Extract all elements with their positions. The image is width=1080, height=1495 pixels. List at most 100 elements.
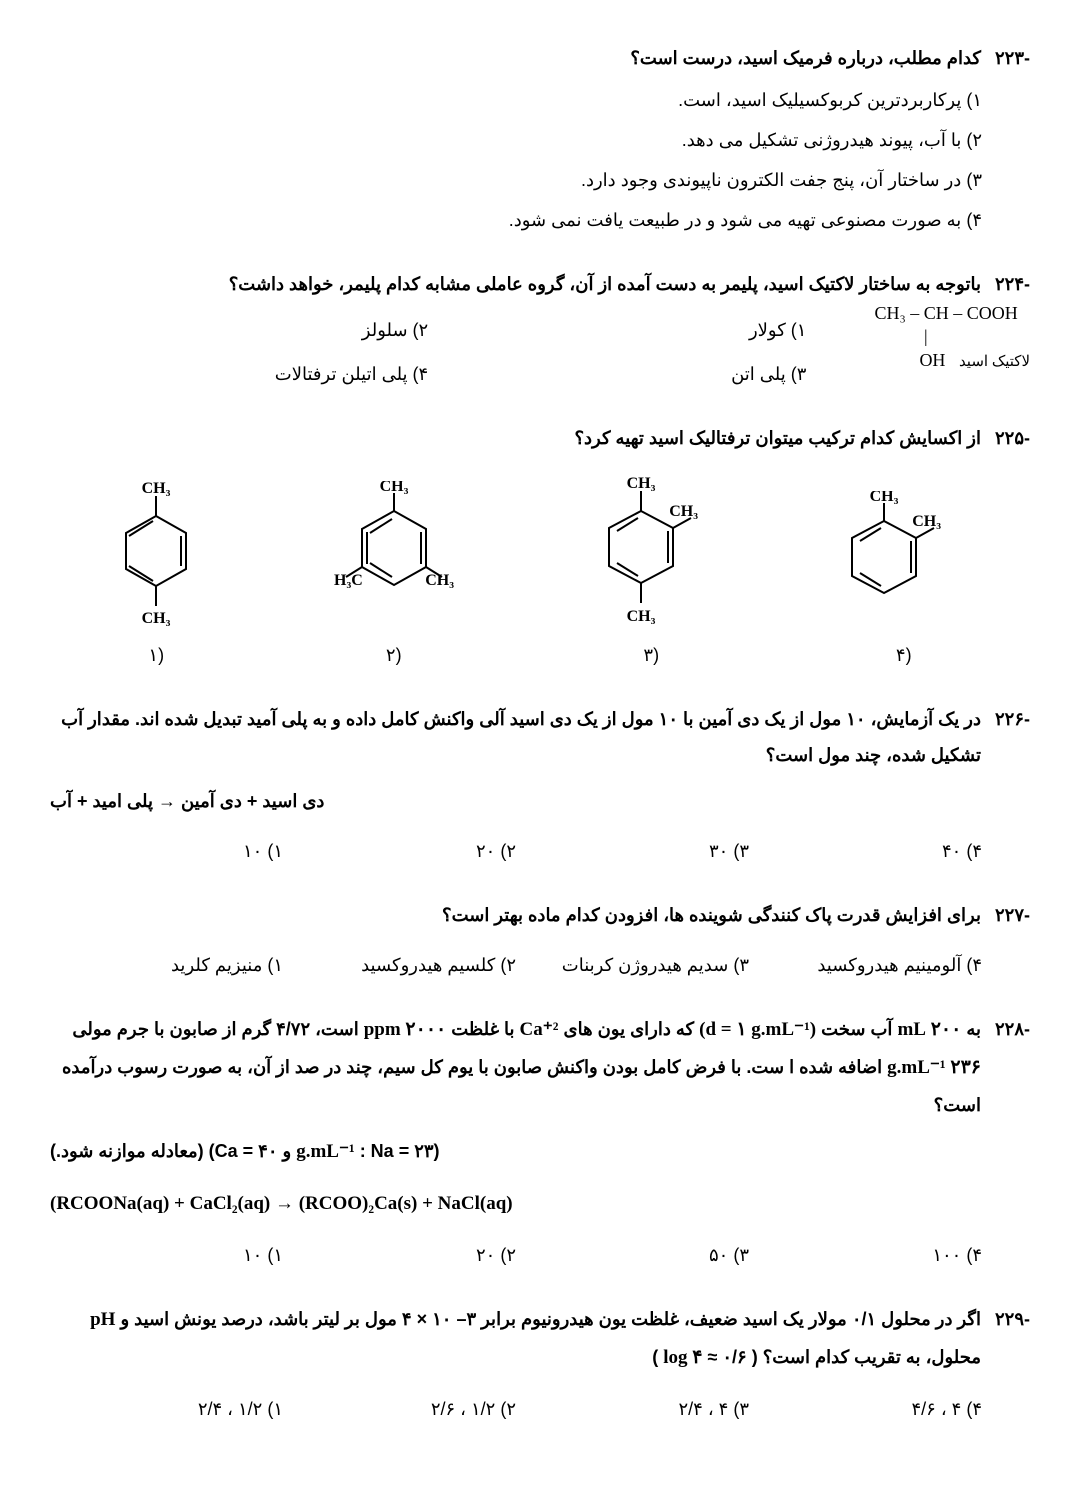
q229-header: -۲۲۹ اگر در محلول ۰/۱ مولار یک اسید ضعیف… [50, 1301, 1030, 1377]
svg-text:CH₃: CH₃ [869, 491, 898, 505]
q226-opt2: ۲) ۲۰ [283, 833, 516, 869]
q228-molar: ۲۳۶ g.mL⁻¹ [887, 1057, 981, 1078]
question-226: -۲۲۶ در یک آزمایش، ۱۰ مول از یک دی آمین … [50, 701, 1030, 869]
q223-opt2: ۲) با آب، پیوند هیدروژنی تشکیل می دهد. [50, 122, 982, 158]
svg-text:CH₃: CH₃ [142, 610, 171, 627]
q223-opt3: ۳) در ساختار آن، پنج جفت الکترون ناپیوند… [50, 162, 982, 198]
q229-opt1: ۱) ۱/۲ ، ۲/۴ [50, 1391, 283, 1427]
question-223: -۲۲۳ کدام مطلب، درباره فرمیک اسید، درست … [50, 40, 1030, 238]
q224-opt4: ۴) پلی اتیلن ترفتالات [50, 356, 428, 392]
molecule-3: CH₃ CH₃ CH₃ (۳ [576, 476, 726, 673]
q223-options: ۱) پرکاربردترین کربوکسیلیک اسید، است. ۲)… [50, 82, 982, 238]
q227-header: -۲۲۷ برای افزایش قدرت پاک کنندگی شوینده … [50, 897, 1030, 933]
q224-number: -۲۲۴ [995, 266, 1030, 302]
structure-line1: CH₃ – CH – COOH [874, 303, 1017, 323]
q229-number: -۲۲۹ [995, 1301, 1030, 1337]
q225-header: -۲۲۵ از اکسایش کدام ترکیب میتوان ترفتالی… [50, 420, 1030, 456]
mesitylene-icon: CH₃ CH₃ H₃C [314, 481, 474, 631]
q228-p3: که دارای یون های [559, 1019, 700, 1039]
mol1-label: (۱ [101, 637, 211, 673]
q223-opt4: ۴) به صورت مصنوعی تهیه می شود و در طبیعت… [50, 202, 982, 238]
q226-text: در یک آزمایش، ۱۰ مول از یک دی آمین با ۱۰… [50, 701, 981, 773]
q228-dens: (d = ۱ g.mL⁻¹) [699, 1019, 816, 1040]
q228-ion: Ca⁺² [520, 1019, 559, 1040]
svg-text:CH₃: CH₃ [912, 513, 941, 530]
structure-line3: OH [874, 350, 945, 370]
q228-ppm: ppm ۲۰۰۰ [364, 1019, 447, 1040]
svg-text:CH₃: CH₃ [142, 481, 171, 497]
q228-opt3: ۳) ۵۰ [516, 1237, 749, 1273]
q229-opt4: ۴) ۴ ، ۴/۶ [749, 1391, 982, 1427]
structure-label: لاکتیک اسید [959, 353, 1030, 373]
q226-equation: دی اسید + دی آمین → پلی امید + آب [50, 783, 1030, 819]
svg-text:H₃C: H₃C [334, 572, 363, 589]
q226-opt4: ۴) ۴۰ [749, 833, 982, 869]
question-227: -۲۲۷ برای افزایش قدرت پاک کنندگی شوینده … [50, 897, 1030, 983]
q225-number: -۲۲۵ [995, 420, 1030, 456]
svg-text:CH₃: CH₃ [627, 608, 656, 625]
molecule-1: CH₃ CH₃ (۱ [101, 481, 211, 673]
q225-text: از اکسایش کدام ترکیب میتوان ترفتالیک اسی… [50, 420, 981, 456]
q229-ph: pH [90, 1309, 115, 1330]
q229-opt2: ۲) ۱/۲ ، ۲/۶ [283, 1391, 516, 1427]
svg-text:CH₃: CH₃ [425, 572, 454, 589]
q229-p1: اگر در محلول ۰/۱ مولار یک اسید ضعیف، غلظ… [115, 1309, 981, 1329]
q228-header: -۲۲۸ به ۲۰۰ mL آب سخت (d = ۱ g.mL⁻¹) که … [50, 1011, 1030, 1123]
q228-p5: است، ۴/۷۲ گرم از صابون با جرم مولی [72, 1019, 363, 1039]
q223-header: -۲۲۳ کدام مطلب، درباره فرمیک اسید، درست … [50, 40, 1030, 76]
mol4-label: (۴ [829, 637, 979, 673]
q227-opt3: ۳) سدیم هیدروژن کربنات [516, 947, 749, 983]
para-xylene-icon: CH₃ CH₃ [101, 481, 211, 631]
q223-number: -۲۲۳ [995, 40, 1030, 76]
q227-opt1: ۱) منیزیم کلرید [50, 947, 283, 983]
q228-p2: آب سخت [816, 1019, 897, 1039]
q224-options: ۱) کولار ۲) سلولز ۳) پلی اتن ۴) پلی اتیل… [50, 312, 806, 392]
q227-number: -۲۲۷ [995, 897, 1030, 933]
q229-p2: محلول، به تقریب کدام است؟ ( ۰/۶ ≈ [702, 1347, 981, 1367]
q224-opt1: ۱) کولار [428, 312, 806, 348]
q224-opt3: ۳) پلی اتن [428, 356, 806, 392]
q227-text: برای افزایش قدرت پاک کنندگی شوینده ها، ا… [50, 897, 981, 933]
trimethylbenzene-icon: CH₃ CH₃ CH₃ [576, 476, 726, 631]
q227-opt4: ۴) آلومینیم هیدروکسید [749, 947, 982, 983]
question-229: -۲۲۹ اگر در محلول ۰/۱ مولار یک اسید ضعیف… [50, 1301, 1030, 1427]
molecule-2: CH₃ CH₃ H₃C (۲ [314, 481, 474, 673]
q228-opt1: ۱) ۱۰ [50, 1237, 283, 1273]
q229-opt3: ۳) ۴ ، ۲/۴ [516, 1391, 749, 1427]
q225-molecules: CH₃ CH₃ (۱ CH₃ [50, 476, 1030, 673]
q226-opt3: ۳) ۳۰ [516, 833, 749, 869]
mol2-label: (۲ [314, 637, 474, 673]
q228-chem-equation: (RCOONa(aq) + CaCl₂(aq) → (RCOO)₂Ca(s) +… [50, 1185, 1030, 1223]
q228-note-p1: ( [434, 1141, 440, 1161]
q229-log: log ۴ [663, 1347, 702, 1368]
q228-text: به ۲۰۰ mL آب سخت (d = ۱ g.mL⁻¹) که دارای… [50, 1011, 981, 1123]
q228-opt4: ۴) ۱۰۰ [749, 1237, 982, 1273]
q224-text: باتوجه به ساختار لاکتیک اسید، پلیمر به د… [50, 266, 981, 302]
q228-p6: اضافه شده ا ست. با فرض کامل بودن واکنش ص… [62, 1057, 981, 1115]
q224-opt2: ۲) سلولز [50, 312, 428, 348]
q226-number: -۲۲۶ [995, 701, 1030, 737]
q223-text: کدام مطلب، درباره فرمیک اسید، درست است؟ [50, 40, 981, 76]
lactic-acid-structure: CH₃ – CH – COOH | OH لاکتیک اسید [874, 302, 1030, 372]
q227-options: ۱) منیزیم کلرید ۲) کلسیم هیدروکسید ۳) سد… [50, 947, 982, 983]
svg-text:CH₃: CH₃ [669, 503, 698, 520]
q228-p4: با غلظت [446, 1019, 519, 1039]
molecule-4: CH₃ CH₃ (۴ [829, 491, 979, 673]
q228-note: (g.mL⁻¹ : Na = ۲۳ و Ca = ۴۰) (معادله موا… [50, 1133, 1030, 1171]
q228-p1: به [961, 1019, 981, 1039]
q228-ml: ۲۰۰ mL [897, 1019, 961, 1040]
q226-options: ۱) ۱۰ ۲) ۲۰ ۳) ۳۰ ۴) ۴۰ [50, 833, 982, 869]
q228-opt2: ۲) ۲۰ [283, 1237, 516, 1273]
q229-options: ۱) ۱/۲ ، ۲/۴ ۲) ۱/۲ ، ۲/۶ ۳) ۴ ، ۲/۴ ۴) … [50, 1391, 982, 1427]
q223-opt1: ۱) پرکاربردترین کربوکسیلیک اسید، است. [50, 82, 982, 118]
q228-number: -۲۲۸ [995, 1011, 1030, 1047]
question-228: -۲۲۸ به ۲۰۰ mL آب سخت (d = ۱ g.mL⁻¹) که … [50, 1011, 1030, 1273]
question-225: -۲۲۵ از اکسایش کدام ترکیب میتوان ترفتالی… [50, 420, 1030, 673]
question-224: -۲۲۴ باتوجه به ساختار لاکتیک اسید، پلیمر… [50, 266, 1030, 392]
ortho-xylene-icon: CH₃ CH₃ [829, 491, 979, 631]
q228-note-gml: g.mL⁻¹ [296, 1141, 354, 1162]
mol3-label: (۳ [576, 637, 726, 673]
q228-options: ۱) ۱۰ ۲) ۲۰ ۳) ۵۰ ۴) ۱۰۰ [50, 1237, 982, 1273]
q224-header: -۲۲۴ باتوجه به ساختار لاکتیک اسید، پلیمر… [50, 266, 1030, 302]
q226-header: -۲۲۶ در یک آزمایش، ۱۰ مول از یک دی آمین … [50, 701, 1030, 773]
